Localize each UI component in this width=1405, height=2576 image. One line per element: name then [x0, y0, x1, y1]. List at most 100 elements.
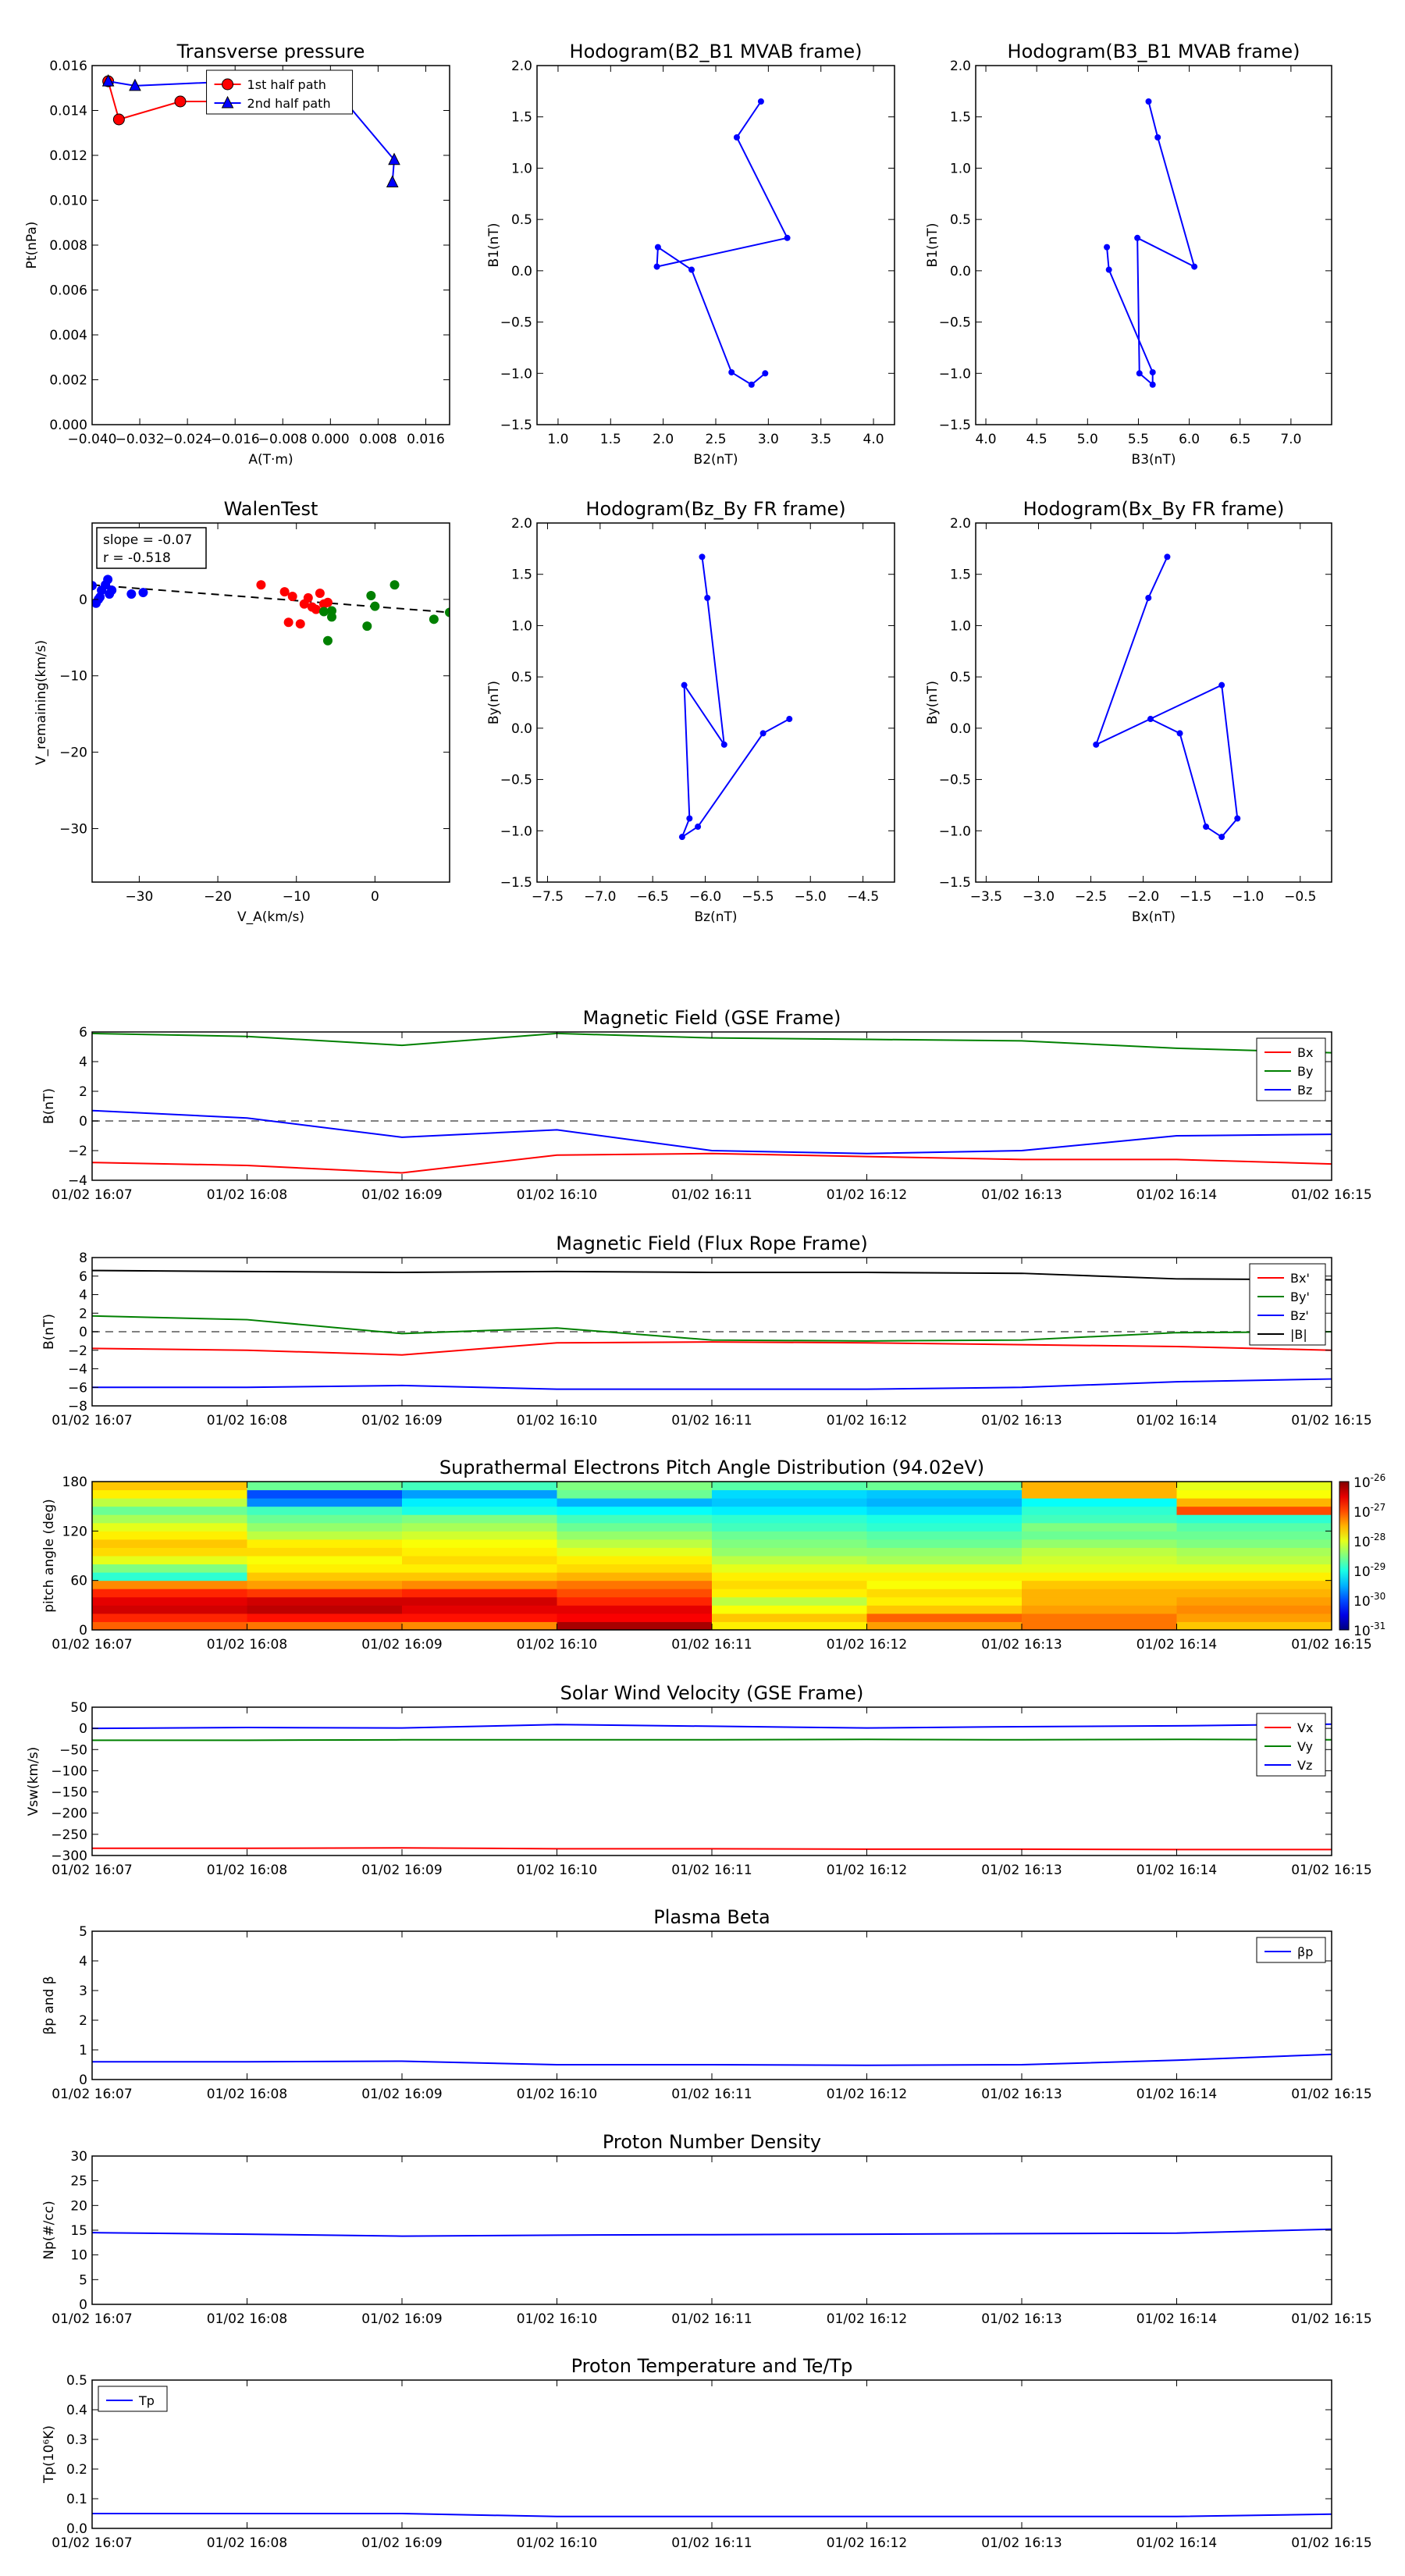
y-tick-label: −4: [68, 1362, 87, 1378]
plot-area: [653, 98, 791, 388]
heatmap-cell: [402, 1556, 557, 1565]
heatmap-cell: [247, 1556, 403, 1565]
y-axis-label: B(nT): [41, 1314, 57, 1350]
heatmap-cell: [866, 1572, 1023, 1582]
plot-frame: [91, 1706, 1332, 1856]
plot-frame: [536, 522, 895, 883]
x-tick-label: 01/02 16:15: [1291, 1637, 1371, 1653]
heatmap-cell: [712, 1596, 867, 1606]
y-tick-label: −10: [59, 669, 87, 685]
y-tick-label: −0.5: [500, 773, 532, 788]
heatmap-cell: [1176, 1621, 1332, 1631]
heatmap-cell: [1022, 1613, 1177, 1622]
y-tick-label: 25: [70, 2174, 87, 2190]
x-tick-label: 01/02 16:09: [361, 1187, 442, 1203]
heatmap-cell: [557, 1605, 713, 1614]
x-tick-label: 6.5: [1229, 432, 1250, 447]
data-point: [704, 594, 711, 601]
y-tick-label: 0.5: [950, 670, 971, 685]
data-point: [103, 575, 113, 585]
y-axis-label: βp and β: [41, 1976, 57, 2034]
heatmap-cell: [247, 1564, 403, 1573]
y-tick-label: 0.0: [511, 264, 532, 279]
heatmap-cell: [247, 1547, 403, 1557]
chart-title: Suprathermal Electrons Pitch Angle Distr…: [439, 1457, 984, 1478]
heatmap-cell: [247, 1589, 403, 1598]
x-tick-label: 01/02 16:15: [1291, 1413, 1371, 1429]
heatmap-cell: [247, 1621, 403, 1631]
data-point: [786, 716, 793, 723]
heatmap-cell: [712, 1482, 867, 1491]
x-tick-label: −0.5: [1284, 889, 1316, 905]
heatmap-cell: [712, 1514, 867, 1524]
x-tick-label: 01/02 16:09: [361, 2311, 442, 2327]
heatmap-cell: [866, 1621, 1023, 1631]
heatmap-cell: [247, 1580, 403, 1589]
x-tick-label: 01/02 16:08: [207, 1413, 287, 1429]
data-point: [315, 589, 325, 599]
colorbar-tick-label: 10-30: [1353, 1591, 1385, 1610]
x-tick-label: 01/02 16:09: [361, 2535, 442, 2551]
y-tick-label: 0: [79, 1623, 87, 1638]
plot-frame: [91, 1031, 1332, 1181]
heatmap-cell: [712, 1498, 867, 1507]
y-tick-label: −8: [68, 1399, 87, 1414]
heatmap-cell: [712, 1556, 867, 1565]
heatmap-cell: [247, 1596, 403, 1606]
y-tick-label: 0.012: [49, 148, 87, 164]
heatmap-cell: [92, 1506, 247, 1515]
data-point: [112, 113, 125, 126]
heatmap-cell: [402, 1489, 557, 1499]
heatmap-cell: [1176, 1589, 1332, 1598]
x-tick-label: 01/02 16:12: [827, 1187, 907, 1203]
heatmap-cell: [402, 1482, 557, 1491]
data-point: [362, 621, 372, 632]
y-tick-label: 2.0: [950, 516, 971, 532]
annotation-text: slope = -0.07: [103, 532, 192, 548]
legend-marker: [221, 95, 234, 109]
heatmap-cell: [247, 1605, 403, 1614]
data-point: [733, 134, 740, 141]
data-point: [322, 635, 333, 646]
x-tick-label: 01/02 16:10: [517, 1863, 597, 1878]
chart-hodo3: −1.5 −1.0 −0.5 0.0 0.5 1.0 1.5 2.0 −7.5 −7.0 −6.5 −…: [486, 498, 895, 925]
x-tick-label: 3.5: [810, 432, 831, 447]
x-tick-label: 01/02 16:13: [981, 2311, 1062, 2327]
legend-frame: [1256, 1937, 1326, 1963]
y-tick-label: 2: [79, 1306, 87, 1322]
heatmap-cell: [866, 1489, 1023, 1499]
plot-area: [1093, 553, 1241, 841]
heatmap-cell: [1176, 1531, 1332, 1540]
legend-label: By': [1290, 1290, 1310, 1304]
x-tick-label: 1.5: [600, 432, 621, 447]
x-tick-label: 0: [371, 889, 379, 905]
heatmap-cell: [92, 1556, 247, 1565]
x-tick-label: 01/02 16:15: [1291, 2087, 1371, 2102]
chart-title: Hodogram(B2_B1 MVAB frame): [570, 41, 863, 62]
heatmap-cell: [1022, 1531, 1177, 1540]
x-axis-label: B3(nT): [1132, 452, 1176, 468]
heatmap-cell: [866, 1564, 1023, 1573]
x-tick-label: 01/02 16:09: [361, 1863, 442, 1878]
heatmap-cell: [402, 1613, 557, 1622]
y-tick-label: −1.0: [939, 366, 971, 382]
data-point: [1218, 681, 1225, 688]
heatmap-cell: [866, 1596, 1023, 1606]
annotation-text: r = -0.518: [103, 550, 171, 566]
data-point: [681, 681, 688, 688]
annotation-frame: [96, 527, 207, 569]
y-axis-label: By(nT): [486, 681, 502, 724]
chart-walen: −30 −20 −10 0 −30 −20 −10 0 WalenTest V_A(km/s) V_…: [34, 498, 450, 925]
y-tick-label: 0.004: [49, 328, 87, 343]
x-tick-label: 01/02 16:13: [981, 2535, 1062, 2551]
x-tick-label: 01/02 16:15: [1291, 1863, 1371, 1878]
y-tick-label: 0.0: [950, 264, 971, 279]
heatmap-cell: [712, 1580, 867, 1589]
heatmap-cell: [92, 1613, 247, 1622]
colorbar-tick-exponent: -27: [1371, 1502, 1386, 1513]
plot-frame: [91, 65, 450, 425]
x-tick-label: 01/02 16:10: [517, 1637, 597, 1653]
y-tick-label: −0.5: [500, 315, 532, 331]
data-point: [92, 581, 97, 591]
heatmap-cell: [712, 1522, 867, 1532]
